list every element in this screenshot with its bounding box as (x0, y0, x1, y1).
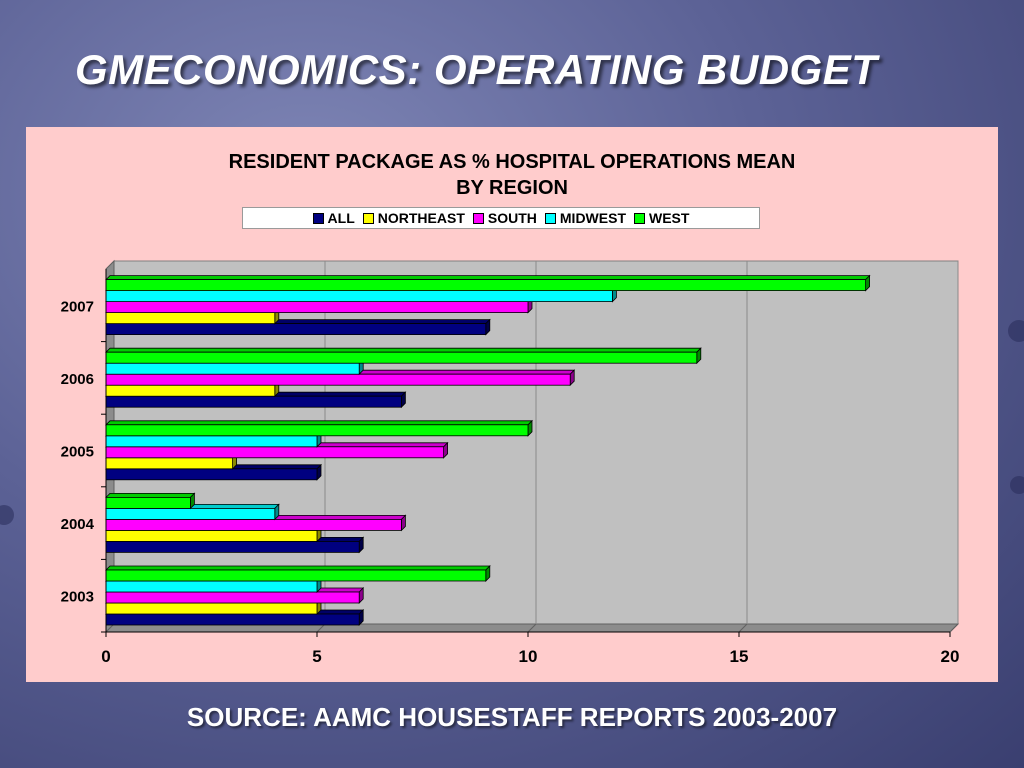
bar (105, 373, 571, 386)
bar (105, 613, 360, 626)
legend-label: ALL (327, 210, 355, 226)
legend-label: WEST (649, 210, 690, 226)
y-category-label: 2005 (61, 444, 94, 461)
bar (105, 446, 445, 459)
y-category-label: 2004 (61, 516, 95, 533)
y-category-label: 2003 (61, 589, 94, 606)
y-category-label: 2006 (61, 371, 94, 388)
decorative-dot (1010, 476, 1024, 494)
bar (105, 540, 360, 553)
legend-item: ALL (312, 210, 355, 226)
bar (105, 435, 318, 448)
bar (105, 323, 487, 336)
bar (105, 529, 318, 542)
bar-top-face (105, 492, 196, 498)
bar (105, 468, 318, 481)
slide-title: GMECONOMICS: OPERATING BUDGET (75, 46, 878, 93)
chart-title-line-2: BY REGION (456, 177, 568, 199)
legend-swatch (634, 212, 645, 224)
x-tick-label: 20 (941, 647, 960, 666)
bar (105, 457, 233, 470)
x-tick-label: 0 (101, 647, 110, 666)
bar-top-face (105, 347, 702, 353)
legend-label: SOUTH (487, 210, 537, 226)
bar (105, 496, 191, 509)
bar (105, 351, 698, 364)
bar (105, 301, 529, 314)
bar (105, 591, 360, 604)
chart-title: RESIDENT PACKAGE AS % HOSPITAL OPERATION… (26, 149, 998, 201)
bar (105, 384, 276, 397)
legend-item: NORTHEAST (362, 210, 465, 226)
bar-top-face (105, 275, 871, 281)
bar (105, 507, 276, 520)
x-tick-label: 10 (519, 647, 538, 666)
chart-title-line-1: RESIDENT PACKAGE AS % HOSPITAL OPERATION… (228, 151, 796, 173)
legend-item: SOUTH (472, 210, 537, 226)
legend-label: MIDWEST (559, 210, 626, 226)
bar (105, 424, 529, 437)
x-tick-label: 5 (312, 647, 321, 666)
decorative-dot (0, 505, 14, 525)
bar (105, 395, 402, 408)
y-category-label: 2007 (61, 298, 94, 315)
bar (105, 290, 613, 303)
chart-legend: ALL NORTHEAST SOUTH MIDWEST WEST (242, 207, 760, 229)
bar-chart: 0 5 10 15 20 2003 2004 2005 2006 2007 (61, 259, 960, 666)
bar (105, 518, 402, 531)
bar (105, 362, 360, 375)
bar (105, 279, 866, 292)
bar-top-face (105, 420, 533, 426)
legend-label: NORTHEAST (377, 210, 465, 226)
bar (105, 602, 318, 615)
bar (105, 312, 276, 325)
x-gridline-floor (527, 623, 537, 633)
decorative-dot (1008, 320, 1024, 342)
legend-swatch (312, 212, 324, 224)
source-caption: SOURCE: AAMC HOUSESTAFF REPORTS 2003-200… (186, 702, 838, 732)
x-tick-label: 15 (730, 647, 749, 666)
x-gridline-floor (738, 623, 748, 633)
bar-top-face (105, 565, 491, 571)
chart-panel: RESIDENT PACKAGE AS % HOSPITAL OPERATION… (26, 127, 998, 682)
bar (105, 569, 487, 582)
legend-swatch (472, 212, 484, 224)
bar (105, 580, 318, 593)
legend-item: WEST (634, 210, 689, 226)
legend-swatch (544, 212, 556, 224)
x-gridline-floor (949, 623, 959, 633)
legend-item: MIDWEST (544, 210, 626, 226)
legend-swatch (362, 212, 374, 224)
